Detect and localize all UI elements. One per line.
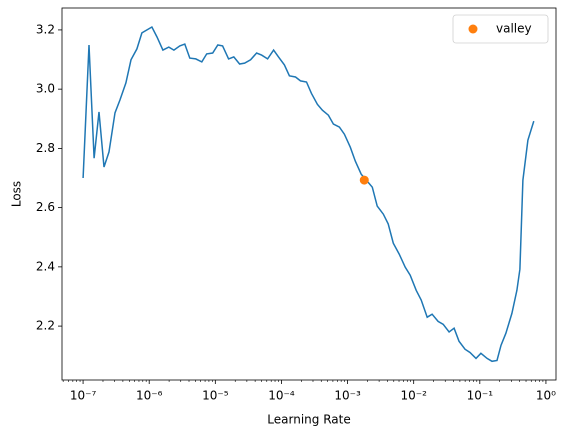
y-tick-label: 2.2	[36, 319, 55, 333]
legend-label: valley	[496, 22, 532, 36]
y-axis-label: Loss	[10, 181, 24, 207]
x-axis-label: Learning Rate	[267, 413, 350, 427]
y-tick-label: 2.4	[36, 259, 55, 273]
x-tick-label: 10⁻²	[400, 389, 427, 403]
x-tick-label: 10⁻⁶	[136, 389, 163, 403]
x-tick-label: 10⁻⁷	[70, 389, 97, 403]
y-tick-label: 3.0	[36, 82, 55, 96]
valley-point	[359, 175, 369, 185]
y-tick-label: 2.6	[36, 200, 55, 214]
legend-box	[452, 14, 549, 44]
y-tick-label: 2.8	[36, 141, 55, 155]
x-tick-label: 10⁻¹	[467, 389, 494, 403]
y-tick-label: 3.2	[36, 22, 55, 36]
x-tick-label: 10⁻⁴	[268, 389, 295, 403]
axes-frame	[61, 7, 557, 381]
legend-marker	[468, 24, 478, 34]
x-tick-label: 10⁻³	[334, 389, 361, 403]
x-tick-label: 10⁻⁵	[202, 389, 229, 403]
loss-line	[82, 25, 535, 363]
x-tick-label: 10⁰	[536, 389, 556, 403]
